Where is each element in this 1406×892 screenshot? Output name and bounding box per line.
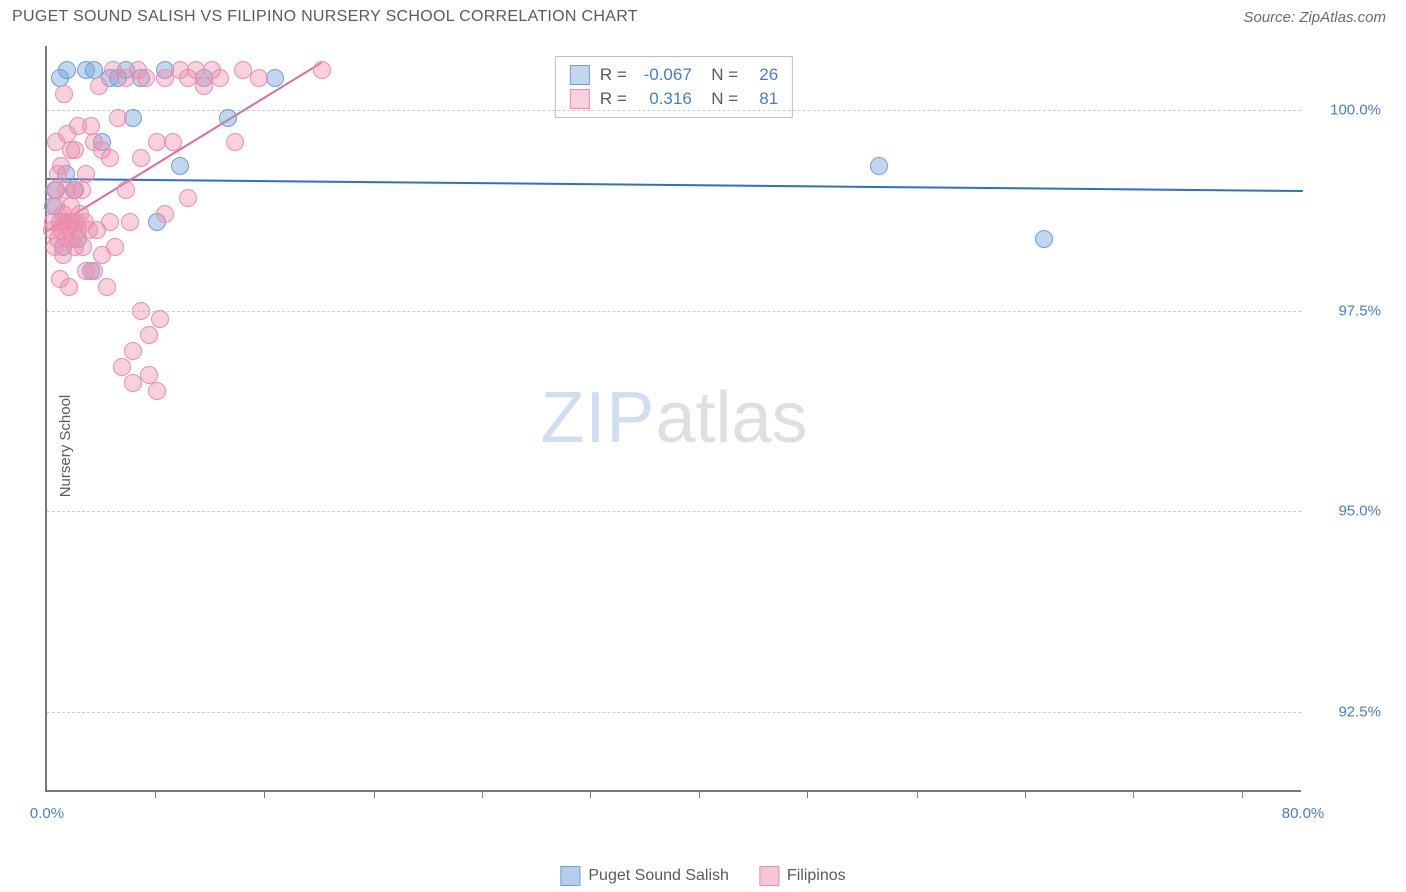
data-point	[137, 69, 155, 87]
data-point	[82, 117, 100, 135]
data-point	[148, 382, 166, 400]
data-point	[77, 165, 95, 183]
x-tick	[590, 790, 591, 798]
series-swatch	[570, 65, 590, 85]
r-value: 0.316	[637, 89, 692, 109]
gridline	[47, 511, 1301, 512]
series-swatch	[570, 89, 590, 109]
data-point	[266, 69, 284, 87]
data-point	[151, 310, 169, 328]
y-tick-label: 95.0%	[1311, 503, 1381, 520]
data-point	[73, 181, 91, 199]
r-label: R =	[600, 65, 627, 85]
data-point	[52, 157, 70, 175]
n-value: 81	[748, 89, 778, 109]
x-tick	[482, 790, 483, 798]
legend-item: Puget Sound Salish	[560, 866, 729, 886]
data-point	[101, 213, 119, 231]
source-attribution: Source: ZipAtlas.com	[1243, 9, 1386, 26]
x-tick	[1025, 790, 1026, 798]
data-point	[98, 278, 116, 296]
data-point	[156, 205, 174, 223]
watermark-zip: ZIP	[540, 378, 655, 458]
legend: Puget Sound Salish Filipinos	[560, 866, 845, 886]
stats-row: R = 0.316 N = 81	[570, 87, 778, 111]
legend-label: Filipinos	[787, 867, 846, 885]
data-point	[171, 157, 189, 175]
data-point	[164, 133, 182, 151]
y-tick-label: 97.5%	[1311, 302, 1381, 319]
data-point	[250, 69, 268, 87]
x-tick-label: 0.0%	[30, 805, 64, 822]
correlation-stats-box: R = -0.067 N = 26 R = 0.316 N = 81	[555, 56, 793, 118]
x-tick	[1242, 790, 1243, 798]
x-tick	[807, 790, 808, 798]
legend-swatch	[759, 866, 779, 886]
data-point	[74, 238, 92, 256]
data-point	[58, 61, 76, 79]
chart-header: PUGET SOUND SALISH VS FILIPINO NURSERY S…	[0, 0, 1406, 30]
data-point	[1035, 230, 1053, 248]
x-tick-label: 80.0%	[1282, 805, 1325, 822]
data-point	[66, 141, 84, 159]
data-point	[132, 302, 150, 320]
legend-label: Puget Sound Salish	[588, 867, 729, 885]
data-point	[870, 157, 888, 175]
data-point	[117, 181, 135, 199]
data-point	[211, 69, 229, 87]
data-point	[113, 358, 131, 376]
data-point	[109, 109, 127, 127]
stats-row: R = -0.067 N = 26	[570, 63, 778, 87]
n-label: N =	[702, 65, 738, 85]
legend-swatch	[560, 866, 580, 886]
x-tick	[264, 790, 265, 798]
gridline	[47, 712, 1301, 713]
data-point	[124, 109, 142, 127]
n-label: N =	[702, 89, 738, 109]
chart-title: PUGET SOUND SALISH VS FILIPINO NURSERY S…	[12, 8, 638, 26]
data-point	[219, 109, 237, 127]
data-point	[106, 238, 124, 256]
x-tick	[917, 790, 918, 798]
x-tick	[699, 790, 700, 798]
data-point	[140, 326, 158, 344]
x-tick	[374, 790, 375, 798]
gridline	[47, 311, 1301, 312]
data-point	[121, 213, 139, 231]
data-point	[179, 189, 197, 207]
y-tick-label: 100.0%	[1311, 102, 1381, 119]
data-point	[226, 133, 244, 151]
data-point	[101, 149, 119, 167]
legend-item: Filipinos	[759, 866, 846, 886]
scatter-plot-area: ZIPatlas R =-0.067 N =26R =0.316 N =81 1…	[45, 46, 1301, 792]
data-point	[124, 342, 142, 360]
trend-line	[47, 178, 1303, 192]
watermark-atlas: atlas	[655, 378, 807, 458]
data-point	[90, 77, 108, 95]
data-point	[313, 61, 331, 79]
data-point	[60, 278, 78, 296]
x-tick	[155, 790, 156, 798]
data-point	[55, 85, 73, 103]
data-point	[132, 149, 150, 167]
r-label: R =	[600, 89, 627, 109]
x-tick	[1133, 790, 1134, 798]
n-value: 26	[748, 65, 778, 85]
y-tick-label: 92.5%	[1311, 703, 1381, 720]
gridline	[47, 110, 1301, 111]
r-value: -0.067	[637, 65, 692, 85]
data-point	[85, 262, 103, 280]
watermark: ZIPatlas	[540, 377, 807, 459]
